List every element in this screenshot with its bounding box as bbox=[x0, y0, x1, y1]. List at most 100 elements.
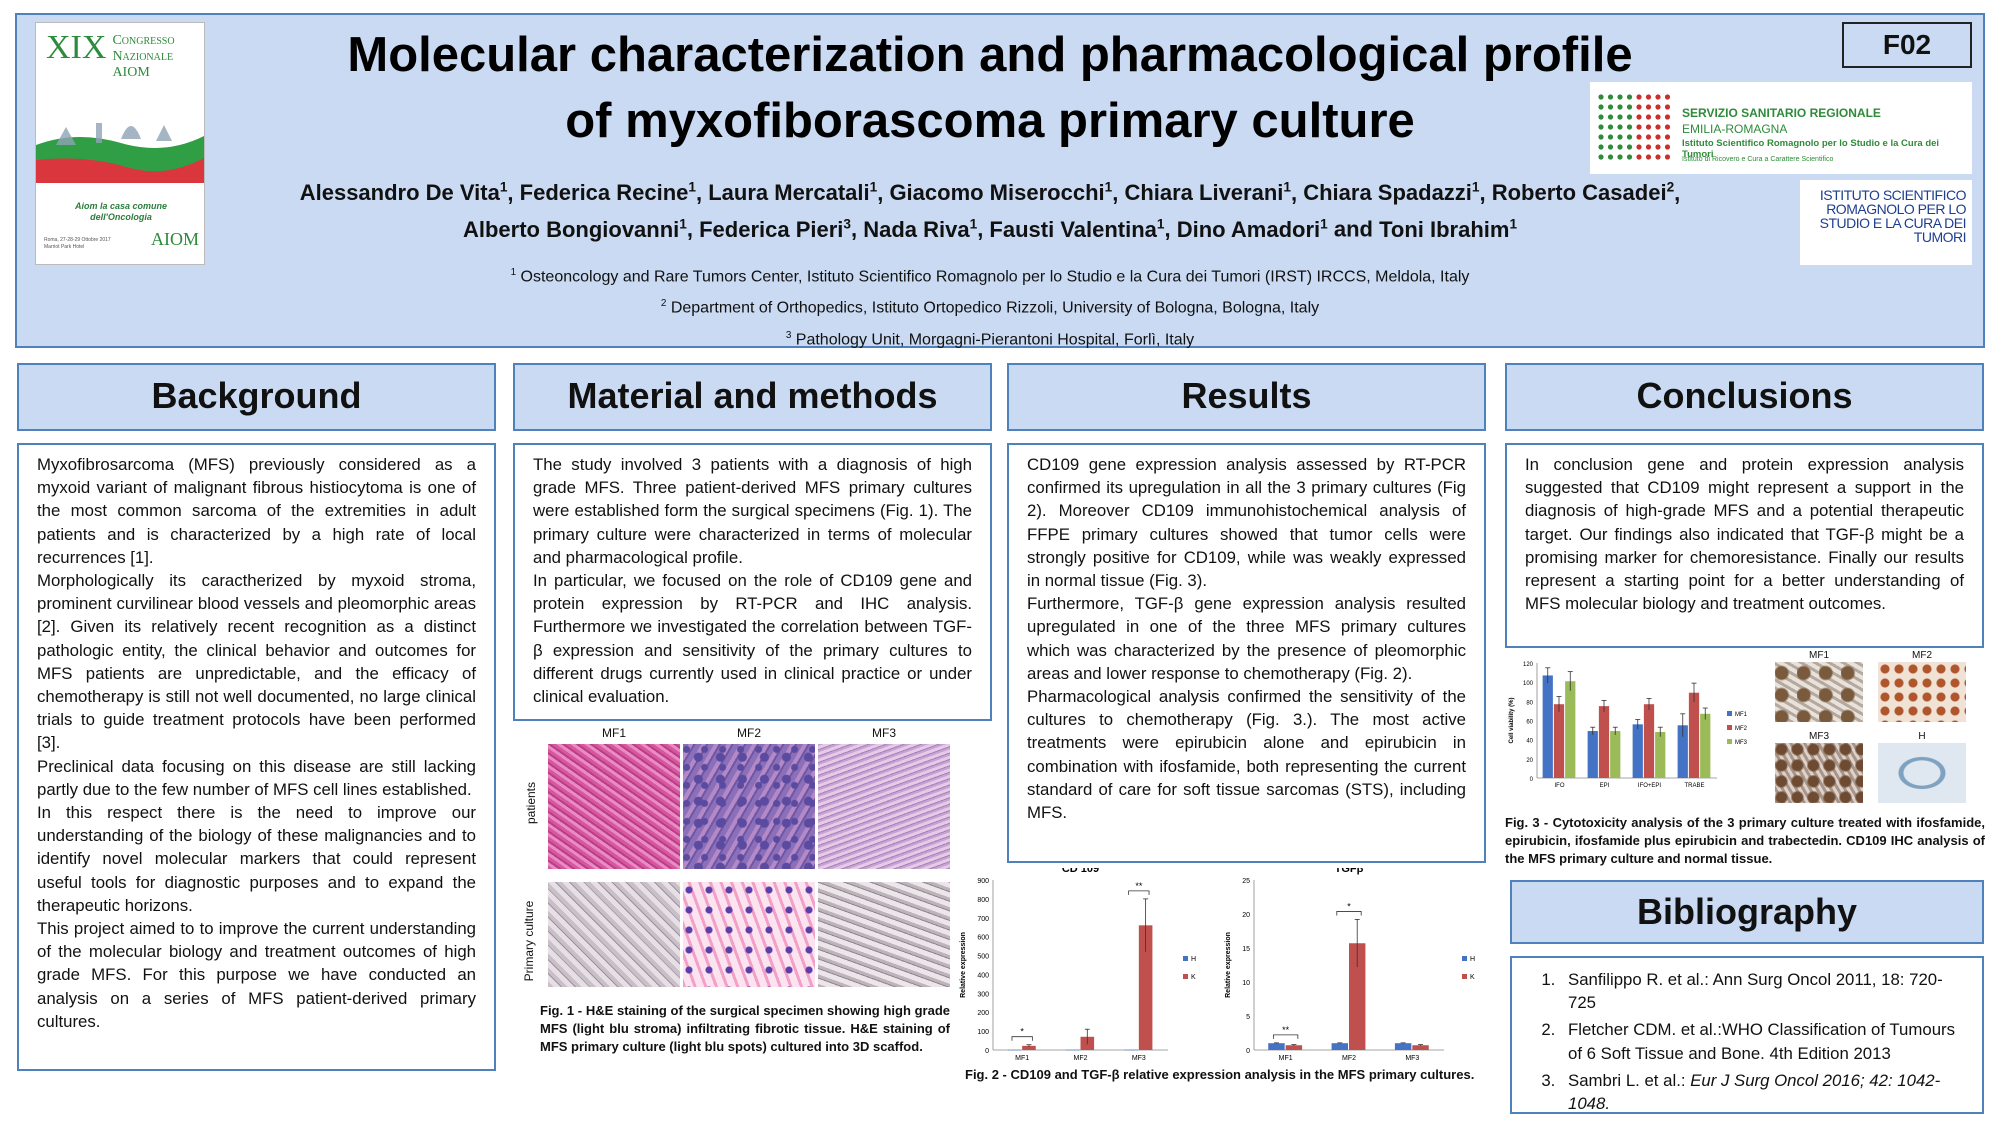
y-tick-label: 10 bbox=[1242, 980, 1250, 987]
fig3-ihc-panel: MF1 MF2 MF3 H bbox=[1775, 650, 1985, 810]
author-name: Toni Ibrahim1 bbox=[1379, 216, 1518, 242]
x-tick-label: MF3 bbox=[1132, 1055, 1146, 1062]
author-name: Giacomo Miserocchi1 bbox=[889, 180, 1113, 206]
legend-swatch bbox=[1183, 956, 1188, 961]
results-paragraph: CD109 gene expression analysis assessed … bbox=[1027, 455, 1466, 591]
ssr-dots-icon bbox=[1598, 94, 1671, 160]
fig1-col-label: MF2 bbox=[737, 726, 761, 740]
bar-MF1-EPI bbox=[1587, 731, 1598, 778]
y-tick-label: 20 bbox=[1526, 758, 1533, 764]
bar-MF2-IFO+EPI bbox=[1643, 704, 1655, 778]
author-name: Alessandro De Vita1 bbox=[299, 180, 508, 206]
bar-MF3-EPI bbox=[1610, 731, 1621, 778]
bar-MF2-IFO bbox=[1553, 704, 1565, 778]
he-image-mf2-culture bbox=[683, 882, 815, 987]
y-axis-label: Relative expression bbox=[1225, 932, 1232, 998]
y-tick-label: 15 bbox=[1242, 946, 1250, 953]
aiom-slogan: Aiom la casa comune dell'Oncologia bbox=[74, 201, 168, 222]
legend-label: H bbox=[1191, 956, 1196, 963]
ihc-label: H bbox=[1918, 731, 1926, 742]
y-axis-label: Relative expression bbox=[960, 932, 967, 998]
legend-label: MF2 bbox=[1735, 726, 1748, 732]
aiom-venue: Roma, 27-28-29 Ottobre 2017 Marriot Park… bbox=[44, 237, 111, 250]
ihc-label: MF2 bbox=[1912, 650, 1932, 661]
bar-MF3-IFO bbox=[1565, 681, 1576, 778]
y-tick-label: 700 bbox=[977, 916, 989, 923]
bar-K-MF1 bbox=[1022, 1045, 1036, 1050]
author-name: Federica Recine1 bbox=[519, 180, 696, 206]
he-image-mf3-patient bbox=[818, 744, 950, 869]
legend-swatch bbox=[1727, 711, 1732, 716]
bibliography-item: Sanfilippo R. et al.: Ann Surg Oncol 201… bbox=[1560, 968, 1964, 1014]
y-tick-label: 300 bbox=[977, 991, 989, 998]
cd109-bar-chart: CD 109 Relative expression 0 100 200 300 400 50… bbox=[960, 868, 1196, 1062]
author-name: Chiara Spadazzi1 bbox=[1303, 180, 1480, 206]
affiliation-line: 3 Pathology Unit, Morgagni-Pierantoni Ho… bbox=[785, 329, 1195, 348]
fig1-he-staining-panel: MF1 MF2 MF3 patients Primary culture bbox=[513, 724, 953, 994]
rome-skyline-flag-icon bbox=[36, 105, 204, 183]
aiom-congress-logo: XIX Congresso Nazionale AIOM Aiom la cas… bbox=[35, 22, 205, 265]
fig1-col-label: MF1 bbox=[602, 726, 626, 740]
author-name: Dino Amadori1 bbox=[1176, 216, 1328, 242]
ihc-image-normal bbox=[1878, 743, 1966, 803]
y-tick-label: 0 bbox=[1530, 777, 1534, 783]
significance-marker: ** bbox=[1135, 881, 1143, 891]
bar-MF1-IFO bbox=[1542, 675, 1553, 778]
ihc-label: MF1 bbox=[1809, 650, 1829, 661]
author-name: Federica Pieri3 bbox=[699, 216, 851, 242]
background-heading: Background bbox=[17, 363, 496, 431]
bar-MF1-TRABE bbox=[1677, 725, 1688, 778]
background-paragraph: Myxofibrosarcoma (MFS) previously consid… bbox=[37, 455, 476, 567]
x-tick-label: TRABE bbox=[1684, 783, 1704, 789]
he-image-mf3-culture bbox=[818, 882, 950, 987]
significance-bracket bbox=[1273, 1034, 1299, 1039]
bar-MF2-TRABE bbox=[1688, 692, 1700, 778]
results-text-box: CD109 gene expression analysis assessed … bbox=[1007, 443, 1486, 863]
methods-paragraph: The study involved 3 patients with a dia… bbox=[533, 455, 972, 567]
legend-swatch bbox=[1183, 974, 1188, 979]
bibliography-item: Sambri L. et al.: Eur J Surg Oncol 2016;… bbox=[1560, 1069, 1964, 1115]
bar-K-MF3 bbox=[1412, 1045, 1429, 1050]
poster-header bbox=[15, 13, 1985, 348]
bar-K-MF2 bbox=[1349, 943, 1366, 1050]
ihc-image-mf1 bbox=[1775, 662, 1863, 722]
x-tick-label: MF2 bbox=[1342, 1055, 1356, 1062]
x-tick-label: EPI bbox=[1600, 783, 1610, 789]
y-tick-label: 5 bbox=[1246, 1014, 1250, 1021]
ihc-image-mf3 bbox=[1775, 743, 1863, 803]
x-tick-label: IFO bbox=[1555, 783, 1565, 789]
ssr-emilia-romagna-logo: SERVIZIO SANITARIO REGIONALE EMILIA-ROMA… bbox=[1590, 82, 1972, 174]
he-image-mf1-culture bbox=[548, 882, 680, 987]
bibliography-heading: Bibliography bbox=[1510, 880, 1984, 944]
legend-swatch bbox=[1462, 956, 1467, 961]
legend-label: MF1 bbox=[1735, 712, 1748, 718]
fig1-col-label: MF3 bbox=[872, 726, 896, 740]
bar-H-MF1 bbox=[1007, 1049, 1022, 1051]
y-tick-label: 900 bbox=[977, 878, 989, 885]
significance-bracket bbox=[1336, 911, 1362, 916]
aiom-mini-logo: AIOM bbox=[151, 229, 199, 249]
legend-label: MF3 bbox=[1735, 740, 1748, 746]
y-tick-label: 40 bbox=[1526, 739, 1533, 745]
background-paragraph: This project aimed to to improve the cur… bbox=[37, 919, 476, 1031]
bibliography-item: Fletcher CDM. et al.:WHO Classification … bbox=[1560, 1018, 1964, 1064]
x-tick-label: MF3 bbox=[1405, 1055, 1419, 1062]
y-tick-label: 0 bbox=[1246, 1048, 1250, 1055]
y-tick-label: 0 bbox=[985, 1048, 989, 1055]
background-paragraph: Morphologically its caractherized by myx… bbox=[37, 571, 476, 753]
author-name: Nada Riva1 bbox=[863, 216, 978, 242]
affiliation-line: 2 Department of Orthopedics, Istituto Or… bbox=[660, 298, 1320, 317]
results-heading: Results bbox=[1007, 363, 1486, 431]
legend-label: K bbox=[1470, 974, 1475, 981]
results-paragraph: Furthermore, TGF-β gene expression analy… bbox=[1027, 594, 1466, 683]
conclusions-heading: Conclusions bbox=[1505, 363, 1984, 431]
methods-heading: Material and methods bbox=[513, 363, 992, 431]
author-list: Alessandro De Vita1, Federica Recine1, L… bbox=[299, 180, 1681, 242]
significance-marker: * bbox=[1020, 1027, 1024, 1037]
bar-MF3-IFO+EPI bbox=[1655, 732, 1666, 778]
y-tick-label: 100 bbox=[1523, 681, 1534, 687]
he-image-mf1-patient bbox=[548, 744, 680, 869]
bar-MF2-EPI bbox=[1598, 706, 1610, 778]
x-tick-label: IFO+EPI bbox=[1638, 783, 1662, 789]
author-name: Chiara Liverani1 bbox=[1124, 180, 1291, 206]
